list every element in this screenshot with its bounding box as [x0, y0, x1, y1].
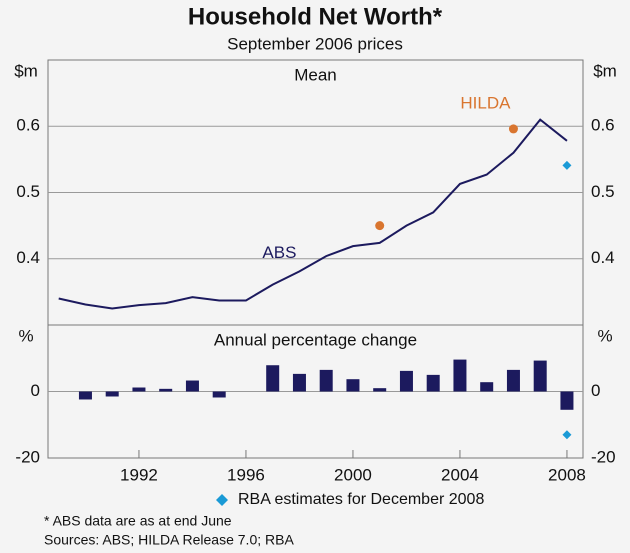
bar: [399, 370, 413, 392]
abs-line: [58, 118, 568, 310]
y-tick-label: 0.5: [16, 182, 40, 201]
bar: [533, 360, 547, 392]
y-unit: $m: [593, 61, 617, 80]
bar: [560, 391, 574, 410]
bar: [319, 369, 333, 392]
x-tick-label: 2004: [441, 465, 479, 484]
chart-title: Household Net Worth*: [188, 3, 443, 30]
legend-marker: [216, 494, 228, 506]
bar: [159, 388, 173, 392]
y-unit: %: [597, 326, 612, 345]
bar: [266, 365, 280, 392]
bar: [506, 369, 520, 392]
x-tick-label: 1992: [120, 465, 158, 484]
bar: [105, 391, 119, 397]
hilda-label: HILDA: [460, 93, 511, 112]
bar: [212, 391, 226, 398]
y-tick-label: 0: [591, 381, 600, 400]
y-tick-label: 0.5: [591, 182, 615, 201]
bar: [292, 373, 306, 392]
y-tick-label: -20: [15, 447, 40, 466]
y-unit: $m: [14, 61, 38, 80]
bar: [373, 388, 387, 392]
bar: [453, 359, 467, 392]
bar: [185, 380, 199, 392]
rba-estimate: [562, 430, 572, 440]
rba-estimate: [562, 160, 572, 170]
note: * ABS data are as at end June: [44, 513, 232, 529]
x-tick-label: 2000: [334, 465, 372, 484]
legend-label: RBA estimates for December 2008: [238, 491, 484, 508]
y-tick-label: 0.6: [591, 116, 615, 135]
panel-title: Annual percentage change: [214, 330, 417, 349]
abs-label: ABS: [262, 243, 296, 262]
bar: [346, 379, 360, 392]
panel-title: Mean: [294, 65, 337, 84]
bar: [426, 374, 440, 392]
y-tick-label: 0: [31, 381, 40, 400]
note: Sources: ABS; HILDA Release 7.0; RBA: [44, 532, 294, 548]
bar: [480, 382, 494, 392]
bar: [78, 391, 92, 400]
chart-subtitle: September 2006 prices: [227, 34, 403, 53]
hilda-point: [508, 124, 518, 134]
y-tick-label: -20: [591, 447, 616, 466]
y-unit: %: [18, 326, 33, 345]
x-tick-label: 2008: [548, 465, 586, 484]
y-tick-label: 0.6: [16, 116, 40, 135]
hilda-point: [375, 221, 385, 231]
y-tick-label: 0.4: [591, 248, 615, 267]
bar: [132, 387, 146, 392]
y-tick-label: 0.4: [16, 248, 40, 267]
x-tick-label: 1996: [227, 465, 265, 484]
